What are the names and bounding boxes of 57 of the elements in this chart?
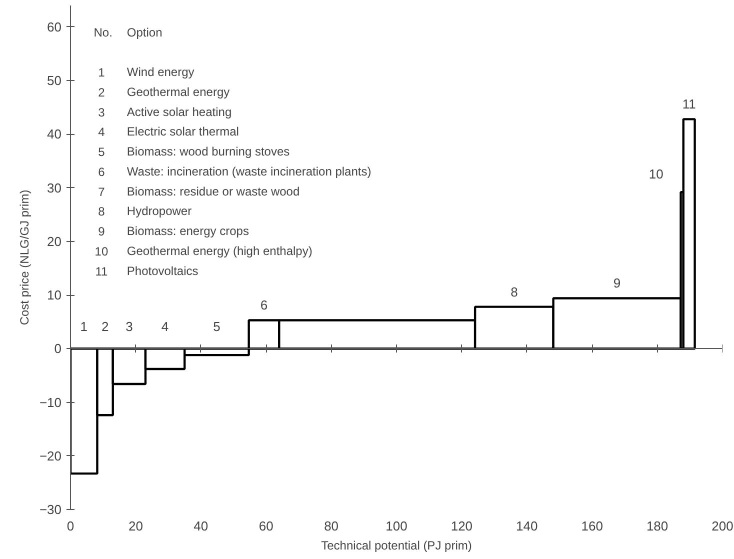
y-tick-label: 50: [47, 73, 62, 88]
annotation: 8: [98, 204, 106, 219]
annotation: 9: [613, 276, 621, 291]
annotation: Biomass: energy crops: [126, 224, 249, 238]
annotation: Option: [126, 25, 162, 40]
y-tick-label: 40: [47, 126, 62, 142]
annotation: 5: [213, 319, 220, 334]
annotation: No.: [94, 25, 112, 40]
annotation: 1: [80, 319, 88, 334]
x-tick-label: 20: [128, 518, 143, 534]
annotation: 11: [95, 264, 108, 278]
annotation: Geothermal energy: [126, 84, 230, 99]
y-tick-label: −30: [39, 502, 62, 517]
annotation: 5: [98, 145, 106, 160]
annotation: 1: [98, 65, 106, 80]
y-tick-label: 0: [54, 341, 62, 356]
x-tick-label: 0: [66, 518, 74, 534]
annotation: 4: [161, 319, 169, 334]
y-tick-label: 60: [47, 19, 62, 34]
annotation: 6: [260, 298, 268, 313]
y-tick-label: −10: [39, 394, 62, 410]
annotation: Geothermal energy (high enthalpy): [126, 244, 312, 258]
annotation: Photovoltaics: [126, 264, 198, 278]
annotation: 3: [126, 319, 133, 334]
x-tick-label: 120: [450, 518, 473, 534]
annotation: 6: [98, 164, 106, 179]
y-tick-label: 30: [47, 180, 62, 196]
x-tick-label: 180: [646, 518, 668, 534]
annotation: Biomass: residue or waste wood: [126, 184, 300, 198]
x-axis-title: Technical potential (PJ prim): [321, 538, 472, 552]
x-tick-label: 140: [516, 518, 538, 534]
annotation: 4: [98, 125, 106, 140]
annotation: 3: [98, 105, 106, 120]
annotation: Active solar heating: [126, 104, 232, 119]
x-tick-label: 80: [324, 518, 339, 534]
x-tick-label: 200: [712, 518, 734, 534]
annotation: 9: [98, 224, 106, 239]
annotation: Hydropower: [126, 204, 192, 218]
annotation: 10: [94, 244, 108, 259]
annotation: 2: [101, 319, 109, 334]
annotation: 11: [682, 96, 696, 112]
annotation: Biomass: wood burning stoves: [126, 144, 290, 159]
y-tick-label: 20: [47, 234, 62, 249]
annotation: Waste: incineration (waste incineration plants): [126, 164, 372, 178]
x-tick-label: 40: [194, 518, 208, 534]
y-tick-label: −20: [39, 448, 62, 464]
annotation: 8: [510, 284, 518, 300]
annotation: 7: [98, 184, 106, 199]
x-tick-label: 160: [581, 518, 603, 534]
x-tick-label: 100: [386, 518, 408, 534]
annotation: Wind energy: [126, 64, 194, 79]
y-tick-label: 10: [47, 288, 62, 303]
annotation: 2: [98, 85, 106, 100]
x-tick-label: 60: [258, 518, 274, 534]
annotation: 10: [648, 166, 664, 182]
annotation: Electric solar thermal: [126, 124, 239, 139]
y-axis-title: Cost price (NLG/GJ prim): [17, 190, 32, 326]
